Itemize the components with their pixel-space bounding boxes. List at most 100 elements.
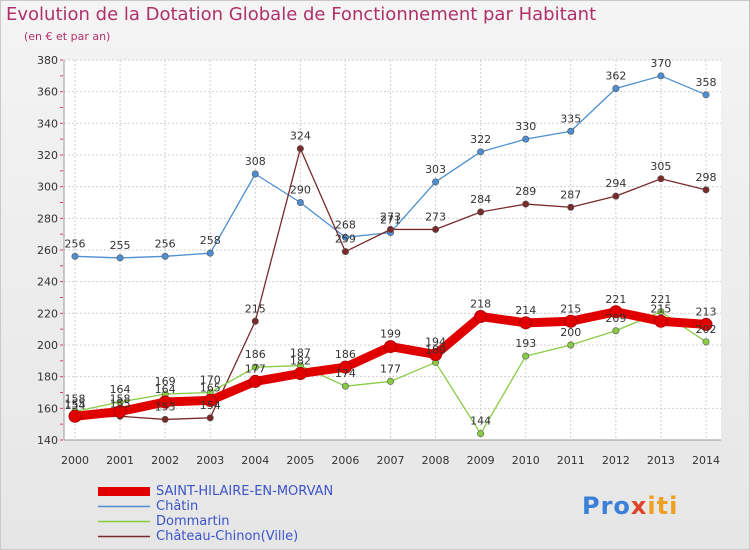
y-tick-label: 240 (37, 276, 58, 289)
data-label-2: 189 (425, 343, 446, 356)
data-point-0 (293, 367, 307, 380)
data-point-0 (158, 395, 172, 409)
legend-swatch-chatin (98, 505, 150, 508)
y-tick-label: 160 (37, 402, 58, 415)
data-label-2: 202 (696, 323, 717, 336)
data-label-2: 187 (290, 347, 311, 360)
data-point-2 (386, 377, 394, 385)
data-point-0 (654, 314, 668, 328)
data-point-0 (429, 348, 443, 361)
data-point-1 (657, 72, 665, 80)
data-label-1: 335 (560, 112, 581, 125)
data-point-0 (609, 305, 623, 319)
y-tick-label: 280 (37, 212, 58, 225)
data-point-0 (68, 409, 82, 423)
data-point-2 (522, 352, 530, 360)
data-label-0: 186 (335, 348, 356, 361)
data-label-3: 154 (65, 399, 86, 412)
x-tick-label: 2011 (557, 454, 585, 467)
y-tick-label: 140 (37, 434, 58, 447)
data-point-3 (341, 248, 349, 256)
data-label-1: 256 (65, 237, 86, 250)
y-tick-label: 260 (37, 244, 58, 257)
data-label-0: 182 (290, 355, 311, 368)
data-point-1 (161, 252, 169, 260)
data-label-2: 144 (470, 415, 491, 428)
logo-part: x (630, 492, 648, 520)
data-label-0: 194 (425, 336, 446, 349)
data-label-3: 298 (696, 171, 717, 184)
data-point-3 (206, 414, 214, 422)
proxiti-logo: Proxiti (582, 492, 678, 520)
data-point-1 (116, 254, 124, 262)
data-point-1 (251, 170, 259, 178)
data-label-1: 308 (245, 155, 266, 168)
data-label-3: 324 (290, 130, 311, 143)
data-point-3 (612, 192, 620, 200)
data-point-3 (251, 317, 259, 325)
data-label-2: 164 (110, 383, 131, 396)
data-point-2 (477, 430, 485, 438)
data-point-1 (612, 85, 620, 93)
data-point-3 (522, 200, 530, 208)
data-label-3: 154 (200, 399, 221, 412)
data-label-3: 273 (425, 210, 446, 223)
data-label-3: 287 (560, 188, 581, 201)
y-tick-label: 220 (37, 307, 58, 320)
data-point-1 (71, 252, 79, 260)
data-label-2: 221 (650, 293, 671, 306)
legend-label: Châtin (156, 499, 199, 514)
data-point-1 (567, 127, 575, 135)
data-point-0 (203, 393, 217, 407)
data-label-2: 177 (380, 362, 401, 375)
legend-item: Châtin (96, 499, 333, 514)
x-tick-label: 2006 (331, 454, 359, 467)
data-label-3: 215 (245, 302, 266, 315)
data-point-1 (477, 148, 485, 156)
data-label-2: 186 (245, 348, 266, 361)
data-point-1 (341, 233, 349, 241)
y-tick-label: 340 (37, 117, 58, 130)
x-tick-label: 2004 (241, 454, 269, 467)
y-tick-label: 360 (37, 86, 58, 99)
data-point-1 (432, 178, 440, 186)
data-label-0: 155 (65, 397, 86, 410)
data-label-0: 158 (110, 393, 131, 406)
data-point-1 (702, 91, 710, 99)
data-label-2: 169 (155, 375, 176, 388)
data-label-1: 255 (110, 239, 131, 252)
y-tick-label: 380 (37, 54, 58, 67)
data-label-0: 199 (380, 328, 401, 341)
data-point-3 (386, 225, 394, 233)
y-tick-label: 180 (37, 371, 58, 384)
data-label-1: 358 (696, 76, 717, 89)
logo-part: Pro (582, 492, 631, 520)
legend: SAINT-HILAIRE-EN-MORVAN Châtin Dommartin… (96, 484, 333, 544)
legend-label: Dommartin (156, 514, 230, 529)
y-tick-label: 300 (37, 181, 58, 194)
data-point-2 (612, 327, 620, 335)
data-label-1: 370 (650, 57, 671, 70)
data-label-0: 215 (560, 302, 581, 315)
data-label-3: 153 (155, 400, 176, 413)
data-label-1: 322 (470, 133, 491, 146)
data-label-3: 305 (650, 160, 671, 173)
x-tick-label: 2005 (286, 454, 314, 467)
chart-subtitle: (en € et par an) (24, 30, 111, 43)
data-point-0 (113, 405, 127, 418)
chart-title: Evolution de la Dotation Globale de Fonc… (6, 4, 597, 25)
data-point-0 (519, 316, 533, 330)
data-point-3 (161, 415, 169, 423)
legend-label: Château-Chinon(Ville) (156, 529, 299, 544)
data-label-1: 330 (515, 120, 536, 133)
data-label-0: 165 (200, 381, 221, 394)
data-point-0 (338, 360, 352, 374)
legend-swatch-dommartin (98, 520, 150, 523)
data-label-2: 170 (200, 374, 221, 387)
data-label-2: 200 (560, 326, 581, 339)
logo-part: iti (647, 492, 679, 520)
data-label-3: 284 (470, 193, 491, 206)
data-point-3 (296, 145, 304, 153)
data-label-2: 209 (605, 312, 626, 325)
